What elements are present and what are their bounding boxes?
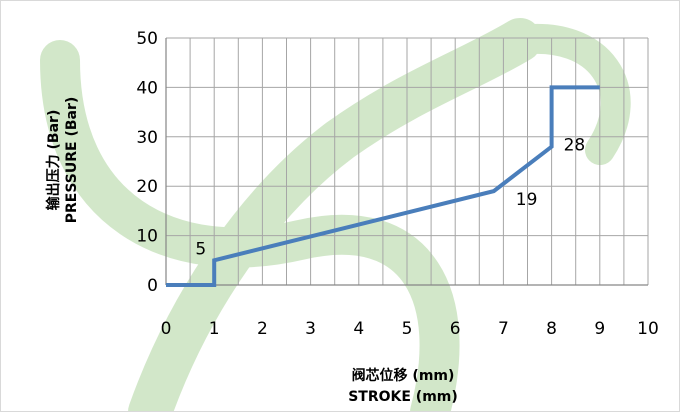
x-tick-label: 8: [546, 319, 557, 339]
x-tick-label: 9: [594, 319, 605, 339]
data-labels: 5 19 28: [195, 136, 585, 260]
y-tick-label: 50: [136, 29, 158, 49]
x-axis-title-en: STROKE (mm): [348, 389, 458, 405]
x-tick-label: 4: [353, 319, 364, 339]
x-tick-label: 2: [257, 319, 268, 339]
x-tick-label: 10: [637, 319, 659, 339]
data-label: 5: [195, 239, 206, 259]
x-tick-label: 0: [161, 319, 172, 339]
x-tick-label: 7: [498, 319, 509, 339]
gridlines: [165, 37, 649, 286]
x-tick-label: 5: [402, 319, 413, 339]
x-tick-label: 1: [209, 319, 220, 339]
y-tick-label: 20: [136, 177, 158, 197]
y-tick-label: 0: [147, 276, 158, 296]
series-line: [166, 85, 600, 287]
x-tick-label: 3: [305, 319, 316, 339]
series-layer: [166, 85, 600, 287]
y-tick-label: 10: [136, 227, 158, 247]
y-tick-labels: 0 10 20 30 40 50: [136, 29, 158, 296]
y-axis-title-en: PRESSURE (Bar): [64, 97, 80, 224]
y-tick-label: 30: [136, 128, 158, 148]
x-tick-labels: 0 1 2 3 4 5 6 7 8 9 10: [161, 319, 659, 339]
axes: [165, 38, 648, 286]
x-axis-title-cn: 阀芯位移 (mm): [352, 367, 455, 384]
data-label: 28: [564, 136, 586, 156]
y-axis-title-cn: 输出压力 (Bar): [45, 110, 62, 211]
y-tick-label: 40: [136, 78, 158, 98]
watermark-swirl: [505, 23, 631, 165]
x-tick-label: 6: [450, 319, 461, 339]
watermark-swirl: [128, 18, 542, 412]
data-label: 19: [516, 190, 538, 210]
